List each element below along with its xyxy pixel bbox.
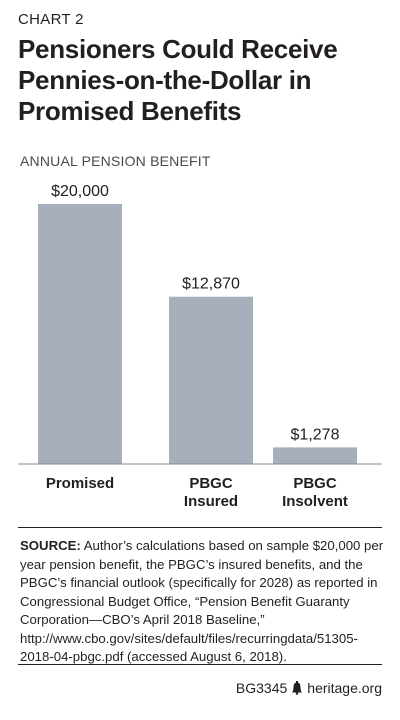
source-divider [18, 527, 382, 528]
bar-2 [273, 447, 357, 464]
footer-divider [18, 664, 382, 665]
category-label-1-0: PBGC [189, 475, 233, 492]
bar-0 [38, 204, 122, 464]
category-label-1-1: Insured [184, 493, 238, 510]
report-code: BG3345 [235, 680, 288, 696]
category-label-0-0: Promised [46, 475, 114, 492]
category-label-2-1: Insolvent [282, 493, 348, 510]
chart-title: Pensioners Could Receive Pennies-on-the-… [18, 34, 338, 126]
source-lead: SOURCE: [20, 538, 81, 553]
liberty-bell-icon [292, 681, 303, 695]
value-label-2: $1,278 [291, 426, 340, 443]
category-label-2-0: PBGC [293, 475, 337, 492]
value-label-1: $12,870 [182, 276, 240, 293]
source-text: Author’s calculations based on sample $2… [20, 538, 384, 664]
bar-1 [169, 296, 253, 464]
value-label-0: $20,000 [51, 183, 109, 200]
footer: BG3345 heritage.org [236, 680, 382, 696]
bars-group: $20,000Promised$12,870PBGCInsured$1,278P… [38, 183, 357, 510]
site-link[interactable]: heritage.org [307, 680, 382, 696]
y-axis-label: ANNUAL PENSION BENEFIT [20, 153, 211, 169]
bar-chart: $20,000Promised$12,870PBGCInsured$1,278P… [18, 183, 382, 510]
source-note: SOURCE: Author’s calculations based on s… [20, 537, 388, 667]
chart-number: CHART 2 [18, 11, 84, 28]
